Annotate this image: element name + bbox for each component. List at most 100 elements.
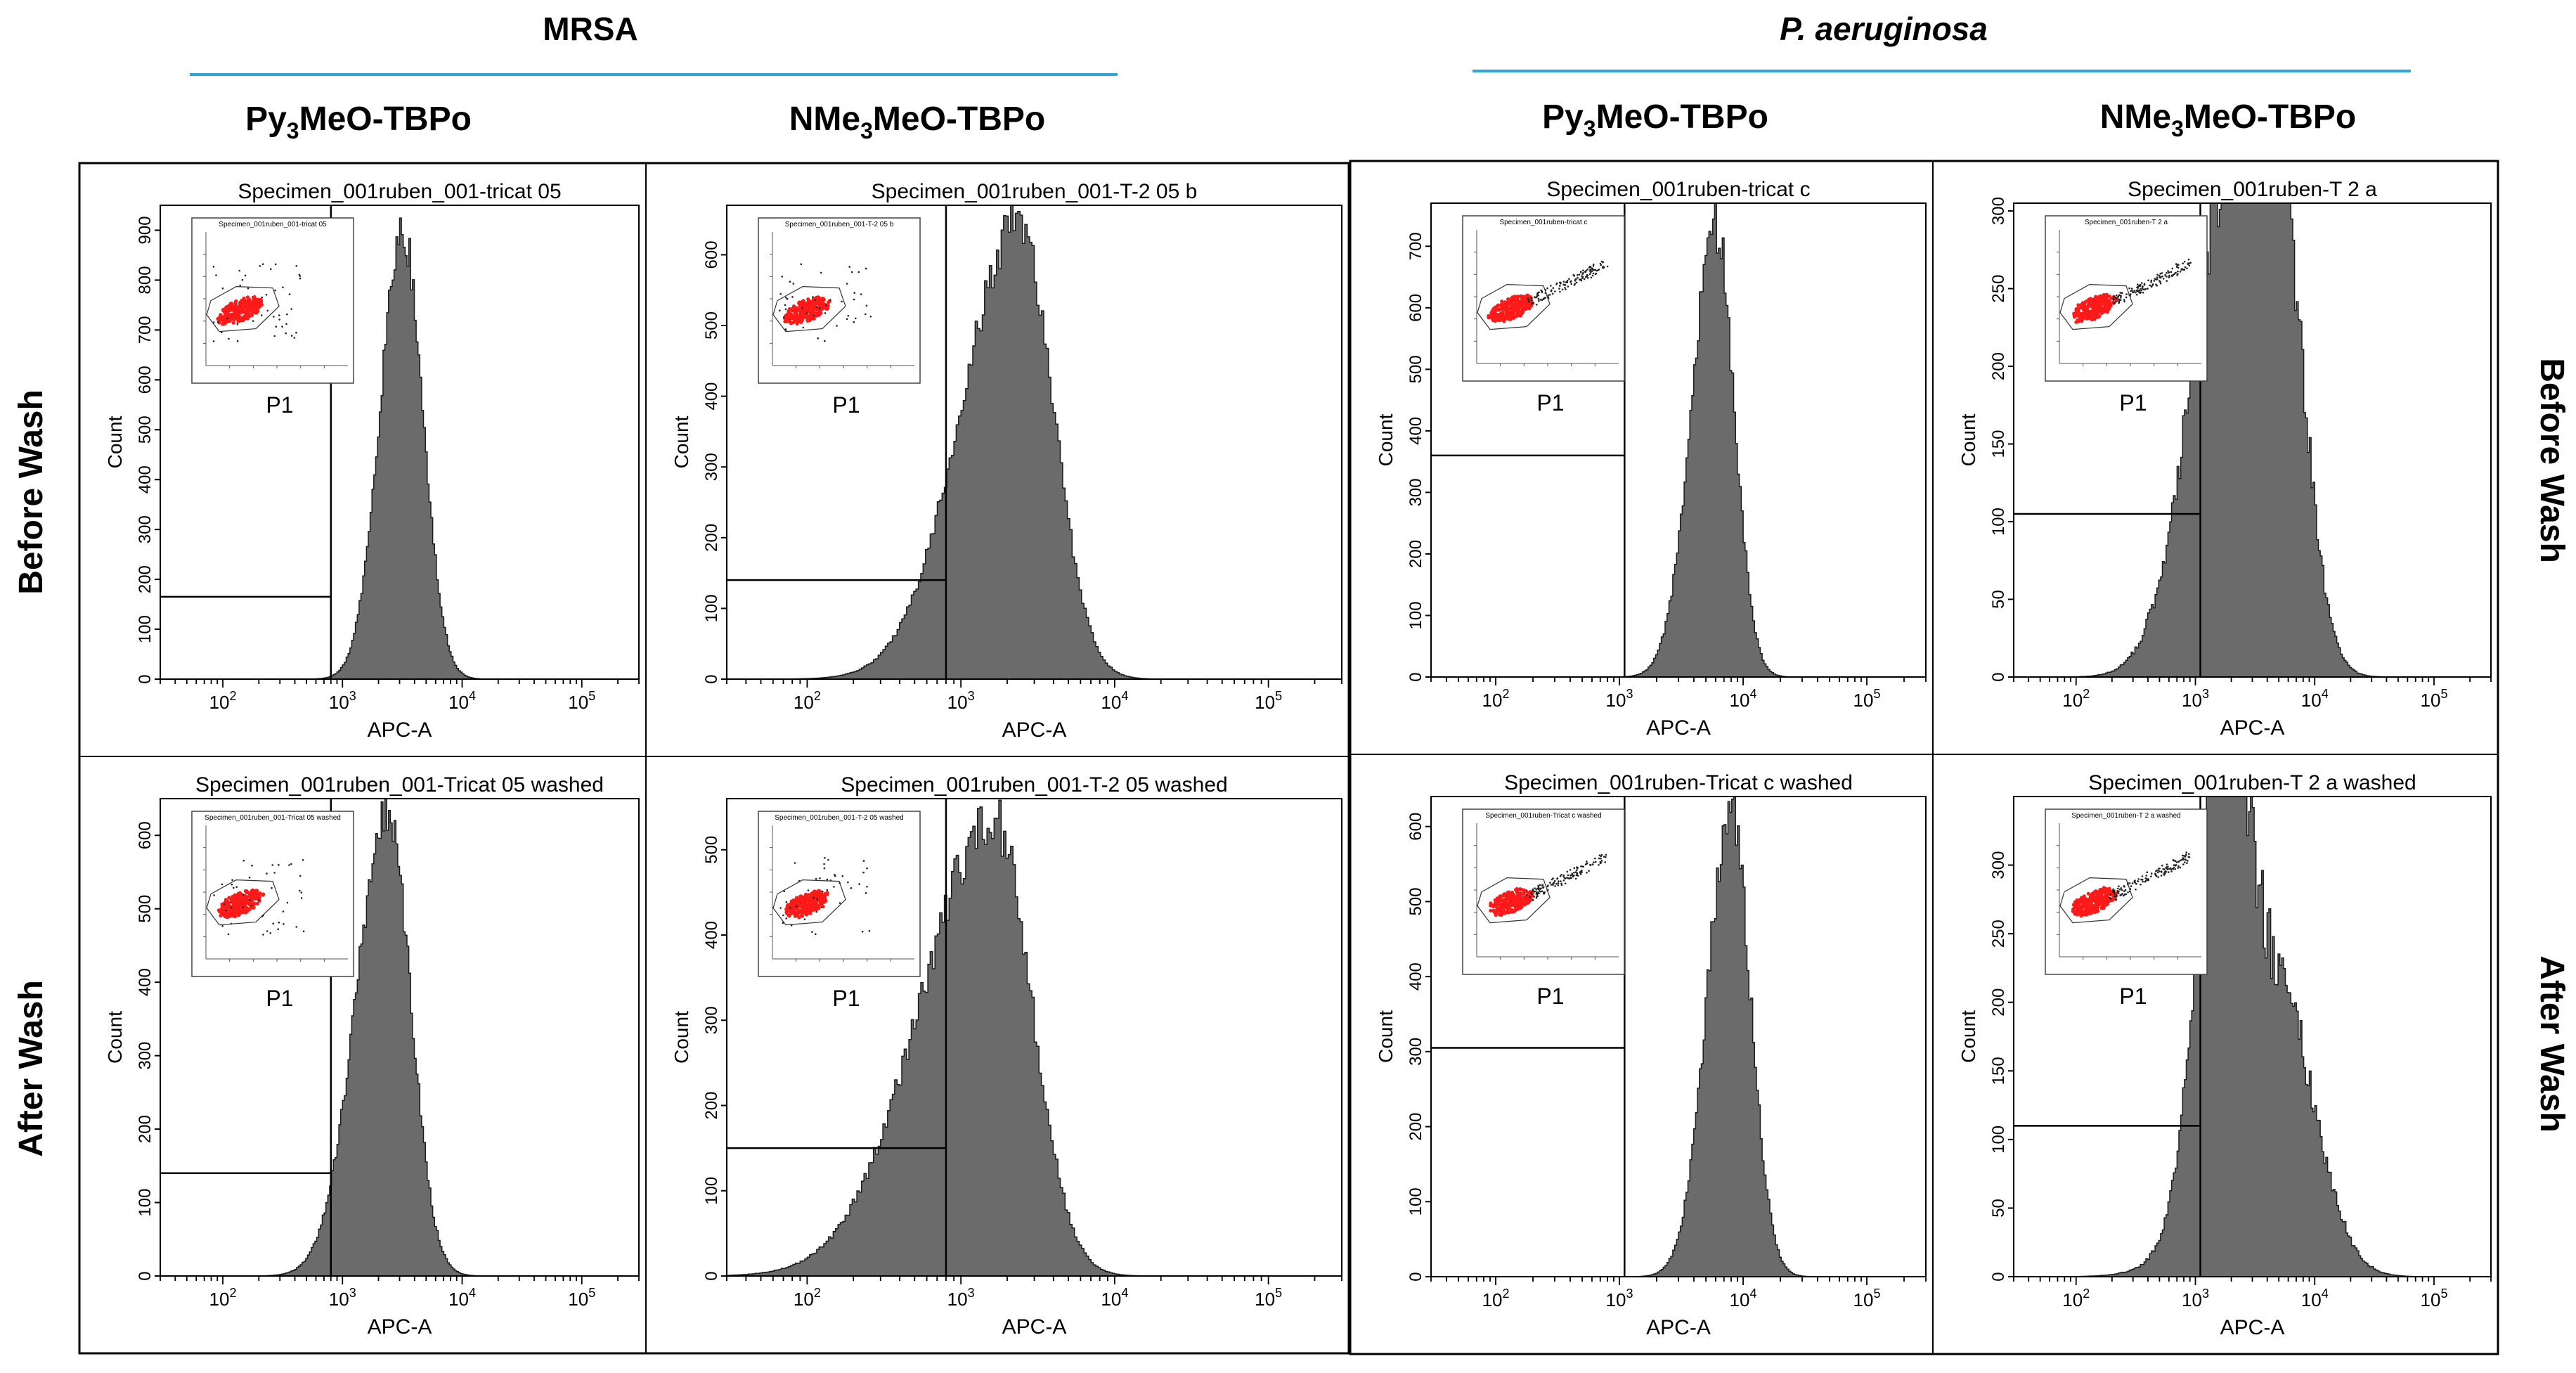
inset-event [2175, 861, 2178, 863]
inset-gate-polygon [772, 879, 846, 926]
inset-event [1586, 276, 1589, 279]
inset-event-gated [1506, 314, 1510, 318]
y-tick-label: 300 [136, 515, 155, 543]
inset-event [822, 891, 824, 893]
inset-event [2170, 870, 2173, 872]
inset-event-gated [2083, 301, 2087, 305]
inset-event [2145, 875, 2147, 877]
inset-event-gated [789, 901, 794, 905]
inset-event [1530, 297, 1532, 299]
inset-event [2115, 896, 2118, 898]
inset-event [2144, 880, 2147, 883]
inset-event-gated [2096, 305, 2100, 309]
inset-event [278, 921, 280, 924]
inset-event [225, 909, 227, 912]
inset-event [2166, 863, 2168, 865]
inset-event [2121, 292, 2123, 295]
group-title-p-aeruginosa: P. aeruginosa [1780, 11, 1988, 47]
inset-event [1600, 861, 1603, 864]
inset-event-gated [2082, 315, 2087, 319]
inset-event [2119, 894, 2121, 896]
inset-event [273, 335, 276, 337]
inset-event [274, 289, 276, 292]
inset-event-gated [808, 317, 812, 321]
inset-event-gated [245, 901, 249, 905]
inset-event-gated [231, 913, 235, 917]
x-tick-label: 105 [568, 689, 595, 713]
inset-event [1528, 300, 1530, 303]
inset-event-gated [2091, 896, 2095, 900]
y-axis-label: Count [104, 415, 126, 468]
inset-event [2172, 858, 2175, 861]
inset-event [290, 863, 292, 865]
inset-event [2116, 294, 2118, 297]
inset-event-gated [232, 906, 236, 910]
inset-event-gated [239, 317, 244, 321]
inset-event-gated [219, 317, 224, 321]
x-tick-label: 102 [794, 1286, 821, 1310]
inset-event [1577, 276, 1579, 279]
inset-event-gated [2106, 894, 2110, 898]
inset-events [2072, 258, 2192, 324]
inset-event [261, 296, 264, 299]
inset-event-gated [1527, 891, 1531, 895]
inset-event [1600, 857, 1602, 860]
inset-event [2177, 865, 2180, 868]
inset-event [1603, 856, 1605, 858]
inset-event [1582, 269, 1584, 272]
inset-event [1592, 265, 1595, 267]
inset-event [1590, 276, 1593, 279]
inset-event-gated [793, 318, 797, 322]
histogram-panel: Specimen_001ruben-T 2 a 0 50 100 150 200 250 30… [1932, 160, 2499, 755]
y-tick-label: 400 [1406, 962, 1425, 991]
inset-event-gated [251, 295, 256, 299]
inset-frame [1462, 215, 1625, 382]
inset-event-gated [1495, 308, 1499, 312]
x-tick-label: 103 [947, 689, 975, 713]
inset-event [221, 883, 224, 886]
inset-event [1573, 867, 1575, 869]
inset-event [2142, 880, 2144, 883]
inset-event-gated [237, 312, 241, 316]
inset-event [1564, 882, 1567, 885]
inset-event-gated [1517, 897, 1521, 901]
inset-event-gated [219, 913, 223, 917]
inset-event [2171, 267, 2174, 270]
inset-event [1586, 872, 1588, 874]
inset-event-gated [2071, 909, 2076, 913]
y-tick-label: 100 [1406, 601, 1425, 629]
inset-event-gated [787, 913, 791, 918]
inset-title: Specimen_001ruben_001-tricat 05 [219, 221, 327, 228]
inset-event [2157, 876, 2159, 878]
inset-event-gated [254, 304, 259, 309]
inset-event [2129, 293, 2132, 295]
inset-event-gated [2078, 314, 2083, 318]
x-tick-label: 102 [1482, 1287, 1510, 1310]
inset-event-gated [242, 908, 247, 912]
inset-event-gated [813, 906, 817, 910]
inset-event [1560, 884, 1563, 887]
inset-event [2127, 891, 2129, 894]
inset-event [282, 286, 284, 289]
inset-event-gated [806, 899, 810, 903]
inset-event [1580, 271, 1582, 273]
inset-event [2188, 264, 2190, 267]
x-axis-label: APC-A [1002, 1315, 1067, 1339]
inset-event [2142, 288, 2144, 291]
inset-event [2128, 287, 2130, 290]
x-tick-label: 102 [2062, 1287, 2090, 1310]
inset-gate-polygon [206, 879, 280, 926]
inset-event [823, 867, 826, 870]
inset-event [2114, 895, 2116, 898]
inset-events [213, 858, 305, 936]
inset-event [781, 276, 784, 278]
inset-event-gated [2083, 905, 2088, 909]
inset-event [782, 922, 784, 924]
inset-event [1533, 896, 1535, 898]
inset-event-gated [2104, 292, 2109, 297]
histogram-panel: Specimen_001ruben_001-Tricat 05 washed 0 1… [79, 756, 647, 1354]
inset-event [1594, 273, 1597, 276]
inset-event [803, 918, 806, 920]
inset-event [1569, 874, 1572, 877]
inset-event [271, 887, 273, 889]
